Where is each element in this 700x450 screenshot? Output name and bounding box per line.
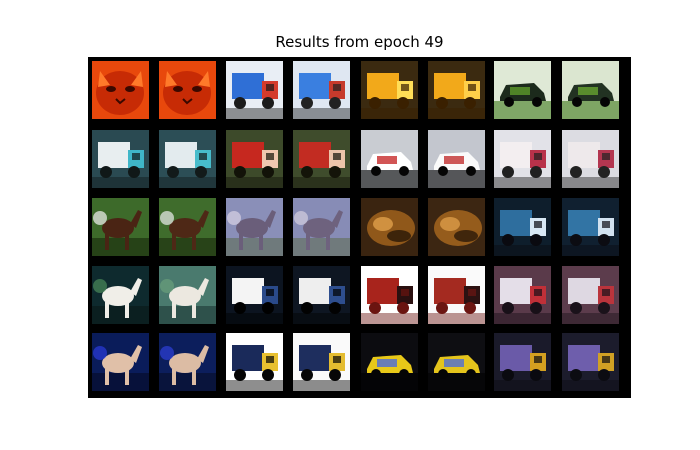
thumbnail-car-yellow	[361, 333, 418, 391]
original-image	[361, 333, 418, 391]
thumbnail-car-dark-field	[494, 61, 551, 119]
image-grid	[88, 57, 631, 398]
thumbnail-truck-blue	[293, 61, 350, 119]
reconstructed-image	[293, 130, 350, 188]
thumbnail-horse-brown	[92, 198, 149, 256]
thumbnail-truck-yellow	[361, 61, 418, 119]
original-image	[361, 266, 418, 324]
reconstructed-image	[293, 266, 350, 324]
thumbnail-truck-white	[159, 130, 216, 188]
thumbnail-deer-field	[226, 198, 283, 256]
thumbnail-blurry-brown	[361, 198, 418, 256]
thumbnail-fire-truck	[428, 266, 485, 324]
thumbnail-truck-red	[293, 130, 350, 188]
reconstructed-image	[159, 61, 216, 119]
reconstructed-image	[159, 266, 216, 324]
thumbnail-truck-white	[92, 130, 149, 188]
thumbnail-cat-face	[159, 61, 216, 119]
thumbnail-truck-blue-white	[293, 333, 350, 391]
thumbnail-truck-purple	[494, 333, 551, 391]
original-image	[92, 333, 149, 391]
reconstructed-image	[159, 198, 216, 256]
thumbnail-horse-white	[159, 266, 216, 324]
thumbnail-truck-dark-blue	[494, 198, 551, 256]
thumbnail-car-white	[361, 130, 418, 188]
thumbnail-car-dark-field	[562, 61, 619, 119]
original-image	[92, 130, 149, 188]
thumbnail-truck-box-white	[562, 130, 619, 188]
reconstructed-image	[293, 198, 350, 256]
thumbnail-car-yellow	[428, 333, 485, 391]
original-image	[226, 266, 283, 324]
original-image	[92, 61, 149, 119]
thumbnail-truck-purple	[562, 333, 619, 391]
thumbnail-deer-field	[293, 198, 350, 256]
reconstructed-image	[293, 333, 350, 391]
reconstructed-image	[562, 266, 619, 324]
reconstructed-image	[428, 61, 485, 119]
original-image	[494, 130, 551, 188]
original-image	[361, 130, 418, 188]
thumbnail-truck-yellow	[428, 61, 485, 119]
original-image	[226, 198, 283, 256]
thumbnail-truck-box-small	[226, 266, 283, 324]
original-image	[361, 198, 418, 256]
reconstructed-image	[562, 130, 619, 188]
thumbnail-truck-red	[226, 130, 283, 188]
thumbnail-truck-box-white	[494, 130, 551, 188]
thumbnail-truck-silver	[494, 266, 551, 324]
thumbnail-cat-face	[92, 61, 149, 119]
thumbnail-truck-silver	[562, 266, 619, 324]
original-image	[494, 333, 551, 391]
reconstructed-image	[428, 333, 485, 391]
thumbnail-horse-brown	[159, 198, 216, 256]
original-image	[494, 61, 551, 119]
figure-title: Results from epoch 49	[275, 33, 444, 51]
original-image	[226, 130, 283, 188]
original-image	[92, 198, 149, 256]
original-image	[92, 266, 149, 324]
original-image	[226, 333, 283, 391]
reconstructed-image	[428, 266, 485, 324]
reconstructed-image	[159, 333, 216, 391]
original-image	[361, 61, 418, 119]
thumbnail-blurry-brown	[428, 198, 485, 256]
reconstructed-image	[562, 333, 619, 391]
original-image	[226, 61, 283, 119]
thumbnail-dog-blue-bg	[159, 333, 216, 391]
thumbnail-horse-white	[92, 266, 149, 324]
reconstructed-image	[562, 198, 619, 256]
thumbnail-truck-blue-white	[226, 333, 283, 391]
thumbnail-truck-dark-blue	[562, 198, 619, 256]
reconstructed-image	[293, 61, 350, 119]
original-image	[494, 266, 551, 324]
thumbnail-car-white	[428, 130, 485, 188]
thumbnail-dog-blue-bg	[92, 333, 149, 391]
reconstructed-image	[159, 130, 216, 188]
thumbnail-fire-truck	[361, 266, 418, 324]
thumbnail-truck-box-small	[293, 266, 350, 324]
reconstructed-image	[428, 198, 485, 256]
reconstructed-image	[428, 130, 485, 188]
reconstructed-image	[562, 61, 619, 119]
thumbnail-truck-blue	[226, 61, 283, 119]
original-image	[494, 198, 551, 256]
